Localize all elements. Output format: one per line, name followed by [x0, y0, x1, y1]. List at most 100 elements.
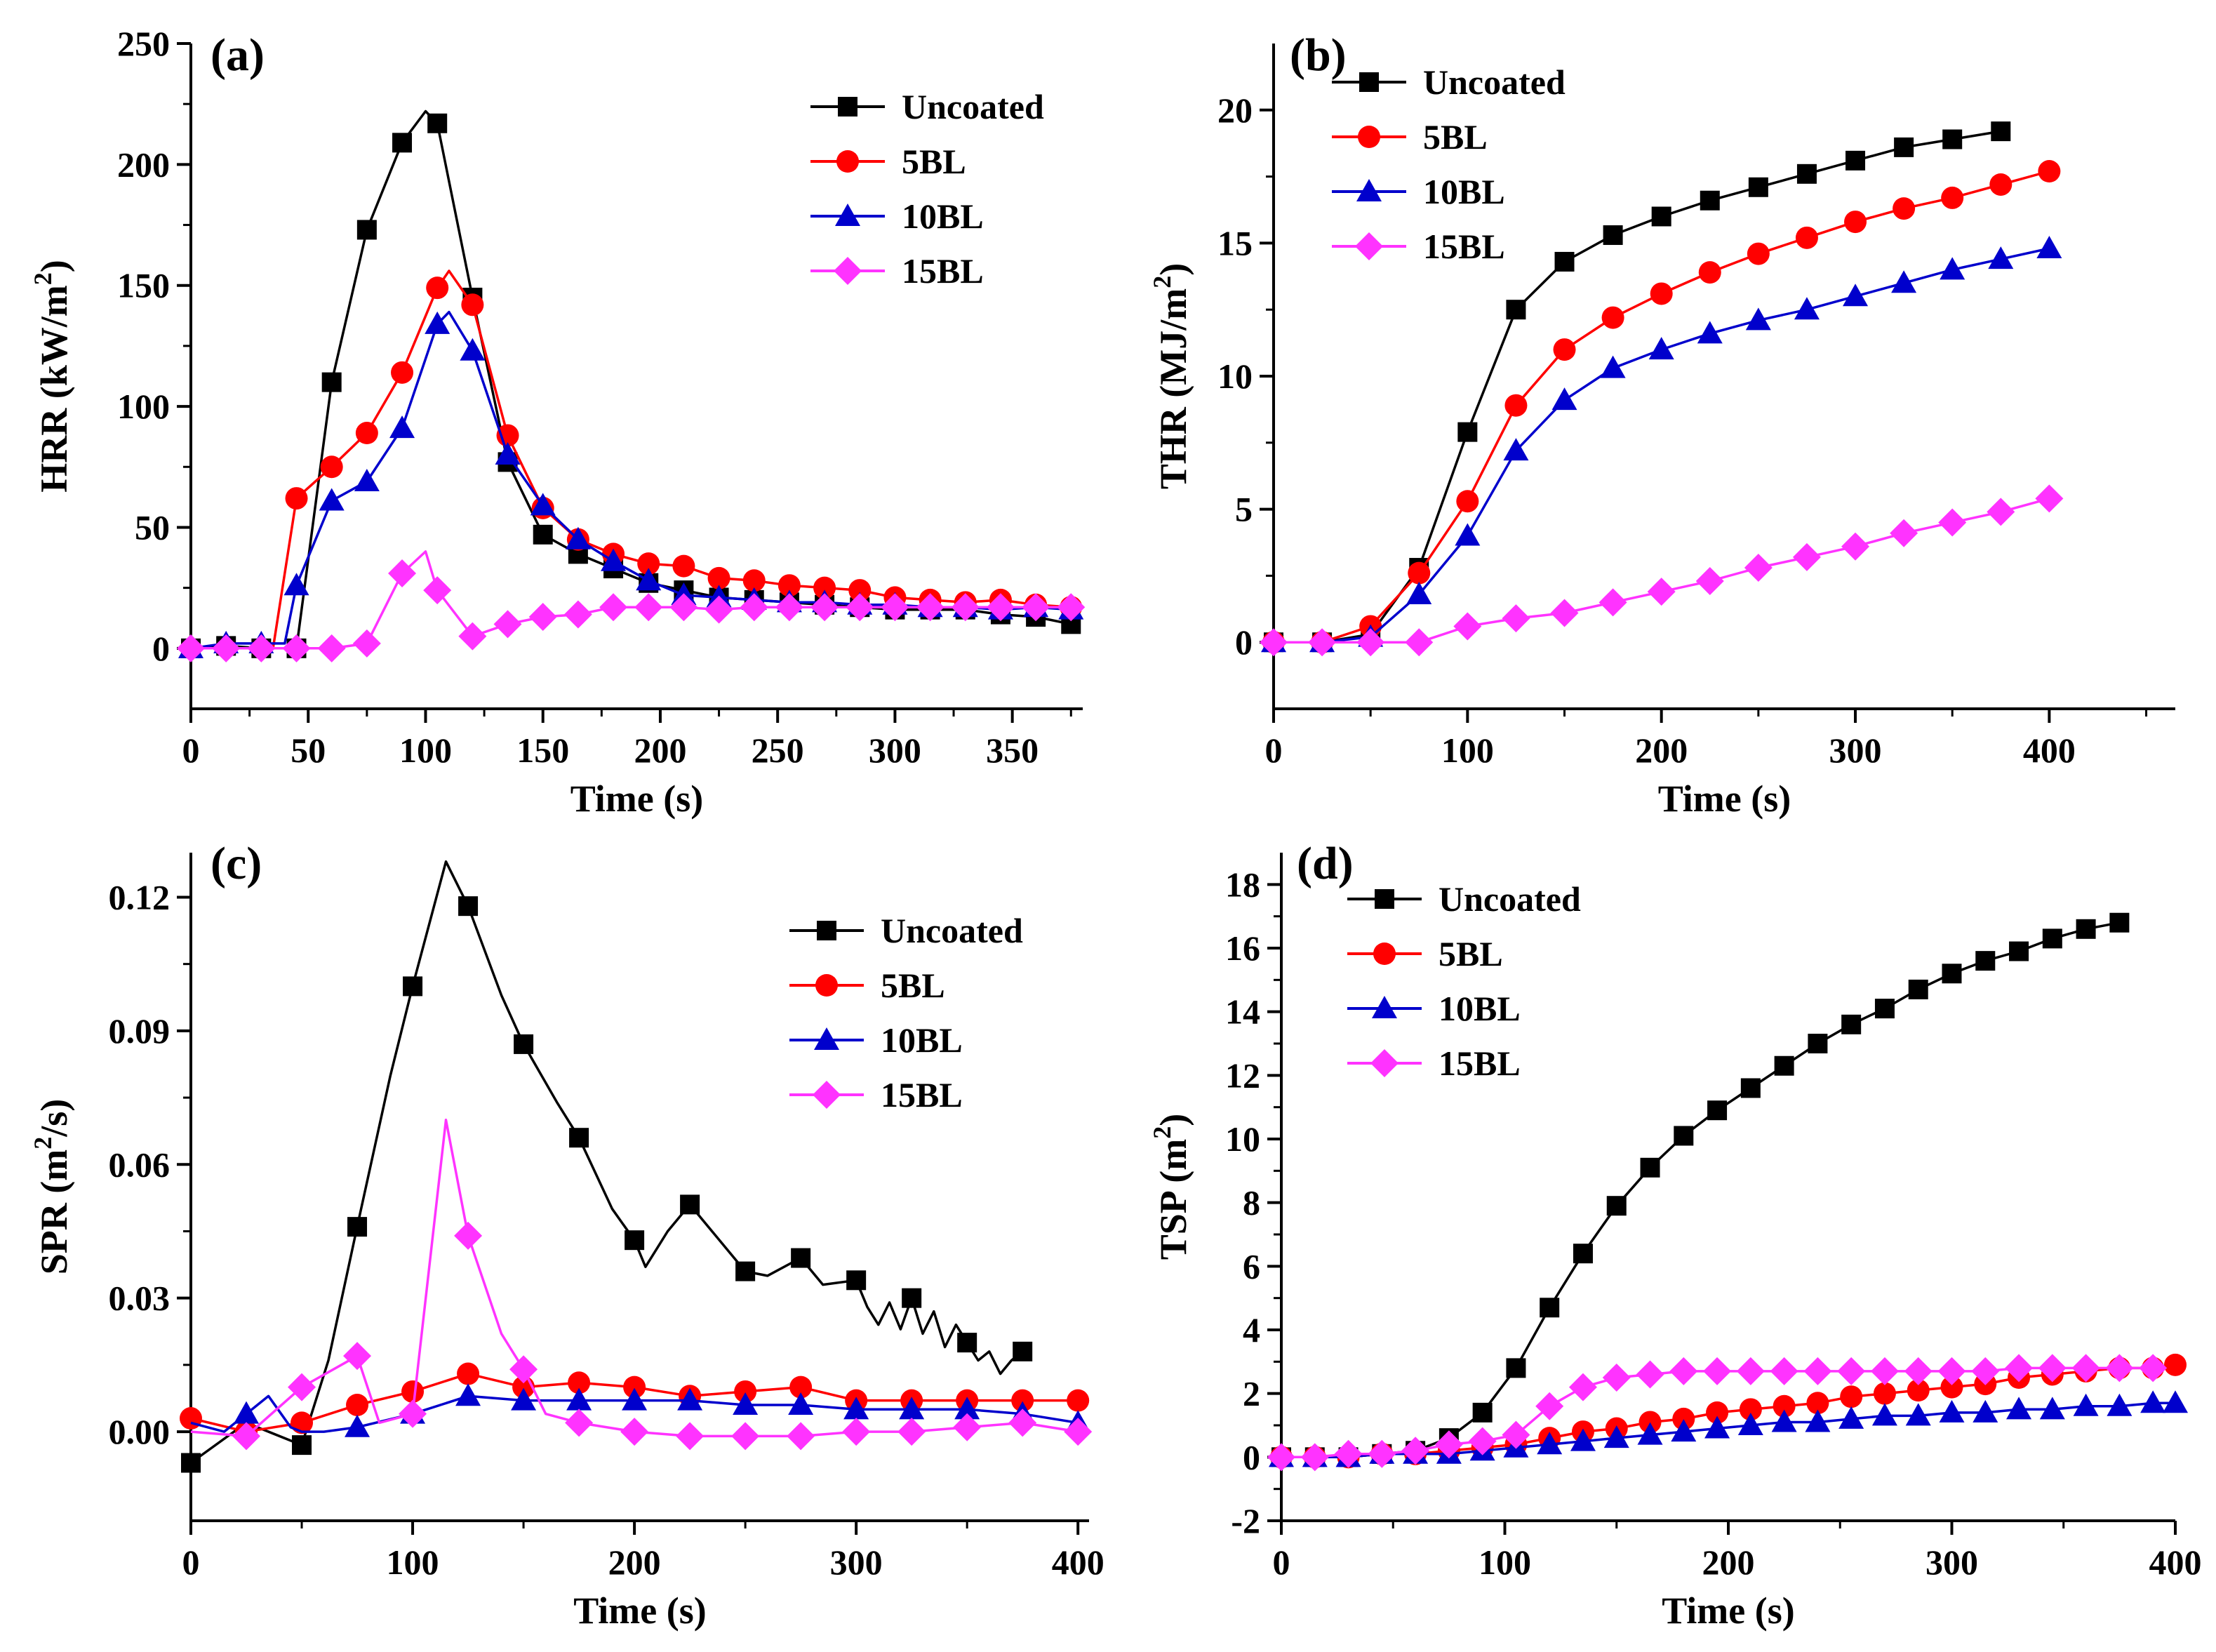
data-point: [458, 896, 479, 917]
y-tick-label: 5: [1235, 490, 1253, 529]
data-point: [1600, 355, 1626, 378]
data-point: [1940, 1375, 1963, 1399]
data-point: [1267, 1443, 1295, 1472]
data-point: [320, 455, 343, 479]
data-point: [601, 548, 627, 571]
data-point: [1745, 307, 1771, 331]
data-point: [1808, 1034, 1828, 1053]
data-point: [388, 559, 417, 587]
y-axis-title-superscript: 2: [29, 272, 57, 285]
data-point: [2140, 1390, 2166, 1413]
series-line: [190, 1119, 1079, 1438]
data-point: [735, 1261, 756, 1281]
data-point: [1455, 523, 1481, 546]
legend: Uncoated 5BL 10BL 15BL: [1347, 879, 1581, 1083]
series-line: [191, 269, 1072, 650]
data-point: [1647, 578, 1676, 606]
x-tick-label: 400: [2023, 731, 2076, 770]
data-point: [533, 524, 553, 545]
series-15bl: [1267, 1354, 2168, 1472]
data-point: [530, 493, 556, 516]
y-tick-label: 12: [1225, 1055, 1260, 1095]
data-point: [672, 554, 695, 578]
data-point: [2076, 919, 2096, 939]
data-point: [680, 1194, 700, 1215]
data-point: [403, 976, 423, 997]
series-line: [189, 860, 1024, 1464]
data-point: [1453, 612, 1482, 641]
data-point: [454, 1221, 483, 1250]
data-point: [1747, 242, 1770, 265]
data-point: [399, 1399, 427, 1428]
data-point: [1504, 394, 1528, 417]
data-point: [1550, 599, 1579, 627]
data-point: [707, 566, 730, 589]
data-point: [810, 593, 839, 622]
y-tick-label: 20: [1217, 91, 1253, 130]
data-point: [788, 1392, 814, 1415]
legend-marker: [1373, 942, 1396, 965]
x-tick-label: 150: [516, 731, 569, 770]
x-tick-label: 200: [1635, 731, 1688, 770]
legend-marker: [836, 150, 859, 173]
data-point: [1942, 964, 1962, 984]
data-point: [247, 634, 276, 662]
x-axis-title: Time (s): [573, 1590, 706, 1632]
data-point: [401, 1380, 425, 1403]
legend: Uncoated 5BL 10BL 15BL: [810, 87, 1044, 291]
data-point: [1893, 197, 1916, 220]
data-point: [1770, 1357, 1798, 1385]
data-point: [1434, 1430, 1463, 1459]
data-point: [1554, 251, 1575, 272]
legend-marker: [815, 974, 838, 997]
data-point: [1939, 1399, 1965, 1423]
data-point: [1598, 588, 1627, 617]
data-point: [957, 1333, 977, 1353]
y-tick-label: 50: [135, 507, 170, 547]
y-tick-label: 8: [1243, 1183, 1260, 1223]
data-point: [1843, 284, 1869, 307]
data-point: [1706, 1401, 1729, 1424]
data-point: [1651, 206, 1671, 227]
data-point: [1502, 1420, 1530, 1449]
x-tick-label: 200: [1702, 1543, 1755, 1582]
data-point: [1792, 542, 1821, 571]
data-point: [2039, 1397, 2065, 1420]
data-point: [1408, 561, 1431, 585]
legend-label: 15BL: [902, 251, 984, 291]
data-point: [1740, 1078, 1761, 1098]
series-line: [1281, 1364, 2176, 1459]
series-line: [1274, 170, 2050, 644]
y-axis-title-tail: ): [1152, 263, 1194, 276]
y-tick-label: 250: [117, 24, 170, 63]
data-point: [1841, 532, 1870, 561]
y-axis-title-main: HRR (kW/m: [33, 285, 75, 493]
data-point: [813, 576, 836, 599]
data-point: [986, 593, 1015, 622]
data-point: [1704, 1415, 1730, 1439]
x-tick-label: 0: [182, 1543, 200, 1582]
x-tick-label: 250: [752, 731, 804, 770]
data-point: [1796, 164, 1817, 184]
series-uncoated: [1271, 912, 2130, 1467]
legend-marker: [1359, 72, 1379, 92]
legend-label: 10BL: [881, 1020, 963, 1060]
data-point: [1638, 1411, 1662, 1434]
data-point: [292, 1435, 312, 1456]
legend-label: Uncoated: [1439, 879, 1581, 919]
data-point: [1674, 1126, 1694, 1146]
data-point: [897, 1418, 926, 1446]
data-point: [1838, 1406, 1864, 1429]
data-point: [1845, 150, 1866, 171]
series-15bl: [1260, 484, 2064, 657]
y-axis-title: HRR (kW/m2): [29, 260, 75, 492]
x-axis-title: Time (s): [1662, 1590, 1794, 1632]
series-line: [1274, 130, 2001, 644]
x-tick-label: 100: [1479, 1543, 1531, 1582]
data-point: [1806, 1392, 1829, 1415]
data-point: [460, 338, 486, 361]
x-tick-label: 0: [1273, 1543, 1290, 1582]
data-point: [742, 569, 766, 592]
data-point: [731, 1422, 760, 1451]
y-tick-label: 200: [117, 145, 170, 184]
